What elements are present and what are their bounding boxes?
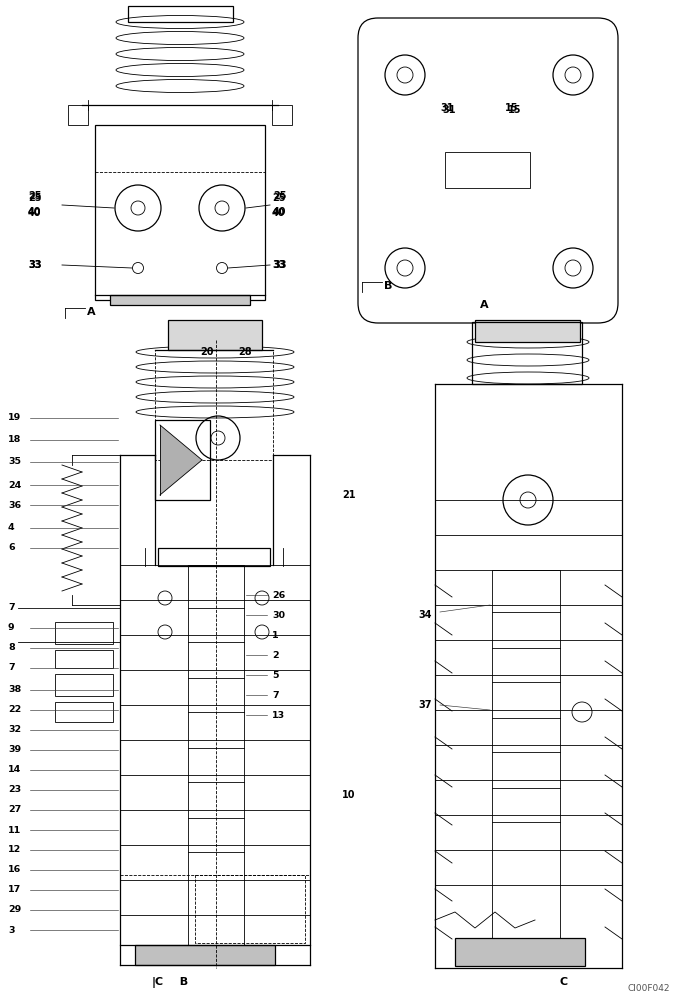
Text: A: A xyxy=(480,300,489,310)
Text: 24: 24 xyxy=(8,481,22,489)
Text: 37: 37 xyxy=(418,700,432,710)
Text: 5: 5 xyxy=(272,670,278,680)
Bar xyxy=(55,650,113,668)
Text: A: A xyxy=(87,307,95,317)
Text: 33: 33 xyxy=(28,260,42,270)
Text: 27: 27 xyxy=(8,806,22,814)
Text: 9: 9 xyxy=(8,624,15,633)
Text: 40: 40 xyxy=(28,208,42,218)
Bar xyxy=(168,320,262,350)
Text: 20: 20 xyxy=(200,347,214,357)
Text: CI00F042: CI00F042 xyxy=(628,984,670,993)
Text: 14: 14 xyxy=(8,766,22,774)
Bar xyxy=(492,570,560,948)
Text: 3: 3 xyxy=(8,926,15,935)
Polygon shape xyxy=(160,425,202,495)
Text: 17: 17 xyxy=(8,886,22,894)
Text: 28: 28 xyxy=(238,347,252,357)
Text: 22: 22 xyxy=(8,706,22,714)
Bar xyxy=(155,350,273,460)
Text: 19: 19 xyxy=(8,414,22,422)
Text: 39: 39 xyxy=(8,746,21,754)
Text: 1: 1 xyxy=(272,631,278,640)
Text: 40: 40 xyxy=(273,207,287,217)
Text: 8: 8 xyxy=(8,644,15,652)
Text: 32: 32 xyxy=(8,726,21,734)
Text: 7: 7 xyxy=(8,603,15,612)
Bar xyxy=(475,320,580,342)
Bar xyxy=(55,702,113,722)
Bar xyxy=(155,420,210,500)
Text: 15: 15 xyxy=(505,103,519,113)
Text: 33: 33 xyxy=(28,260,42,270)
Text: 15: 15 xyxy=(508,105,521,115)
Text: 34: 34 xyxy=(418,610,432,620)
Text: 7: 7 xyxy=(272,690,278,700)
Bar xyxy=(68,105,88,125)
Text: 25: 25 xyxy=(273,191,287,201)
Text: 13: 13 xyxy=(272,710,285,720)
Bar xyxy=(195,875,305,943)
Text: 7: 7 xyxy=(8,664,15,672)
Bar xyxy=(135,945,275,965)
Bar xyxy=(455,938,585,966)
Text: 12: 12 xyxy=(8,846,22,854)
Text: 25: 25 xyxy=(28,191,42,201)
Bar xyxy=(55,674,113,696)
Text: 23: 23 xyxy=(8,786,21,794)
Text: 38: 38 xyxy=(8,686,22,694)
Text: 11: 11 xyxy=(8,826,22,835)
Bar xyxy=(158,548,270,566)
Text: 4: 4 xyxy=(8,524,15,532)
Text: |C: |C xyxy=(152,976,164,988)
Bar xyxy=(128,6,233,22)
Text: 31: 31 xyxy=(440,103,454,113)
Text: 25: 25 xyxy=(272,193,285,203)
Text: 33: 33 xyxy=(273,260,287,270)
Text: 16: 16 xyxy=(8,865,22,874)
Bar xyxy=(445,152,530,188)
Text: 36: 36 xyxy=(8,500,21,510)
Bar xyxy=(110,295,250,305)
Text: 35: 35 xyxy=(8,458,21,466)
Text: 40: 40 xyxy=(272,208,285,218)
Text: 33: 33 xyxy=(272,260,285,270)
Text: 29: 29 xyxy=(8,906,22,914)
Bar xyxy=(55,622,113,644)
Bar xyxy=(472,322,582,384)
Text: B: B xyxy=(172,977,188,987)
Text: 21: 21 xyxy=(342,490,356,500)
Text: B: B xyxy=(384,281,393,291)
Bar xyxy=(272,105,292,125)
Text: 25: 25 xyxy=(28,193,42,203)
Text: 30: 30 xyxy=(272,610,285,619)
Text: C: C xyxy=(560,977,568,987)
Text: 31: 31 xyxy=(442,105,455,115)
Text: 6: 6 xyxy=(8,544,15,552)
Text: 2: 2 xyxy=(272,650,278,660)
Text: 10: 10 xyxy=(342,790,356,800)
Text: 40: 40 xyxy=(28,207,42,217)
Bar xyxy=(188,565,244,945)
Text: 18: 18 xyxy=(8,436,22,444)
Bar xyxy=(95,125,265,300)
Text: 26: 26 xyxy=(272,590,285,599)
